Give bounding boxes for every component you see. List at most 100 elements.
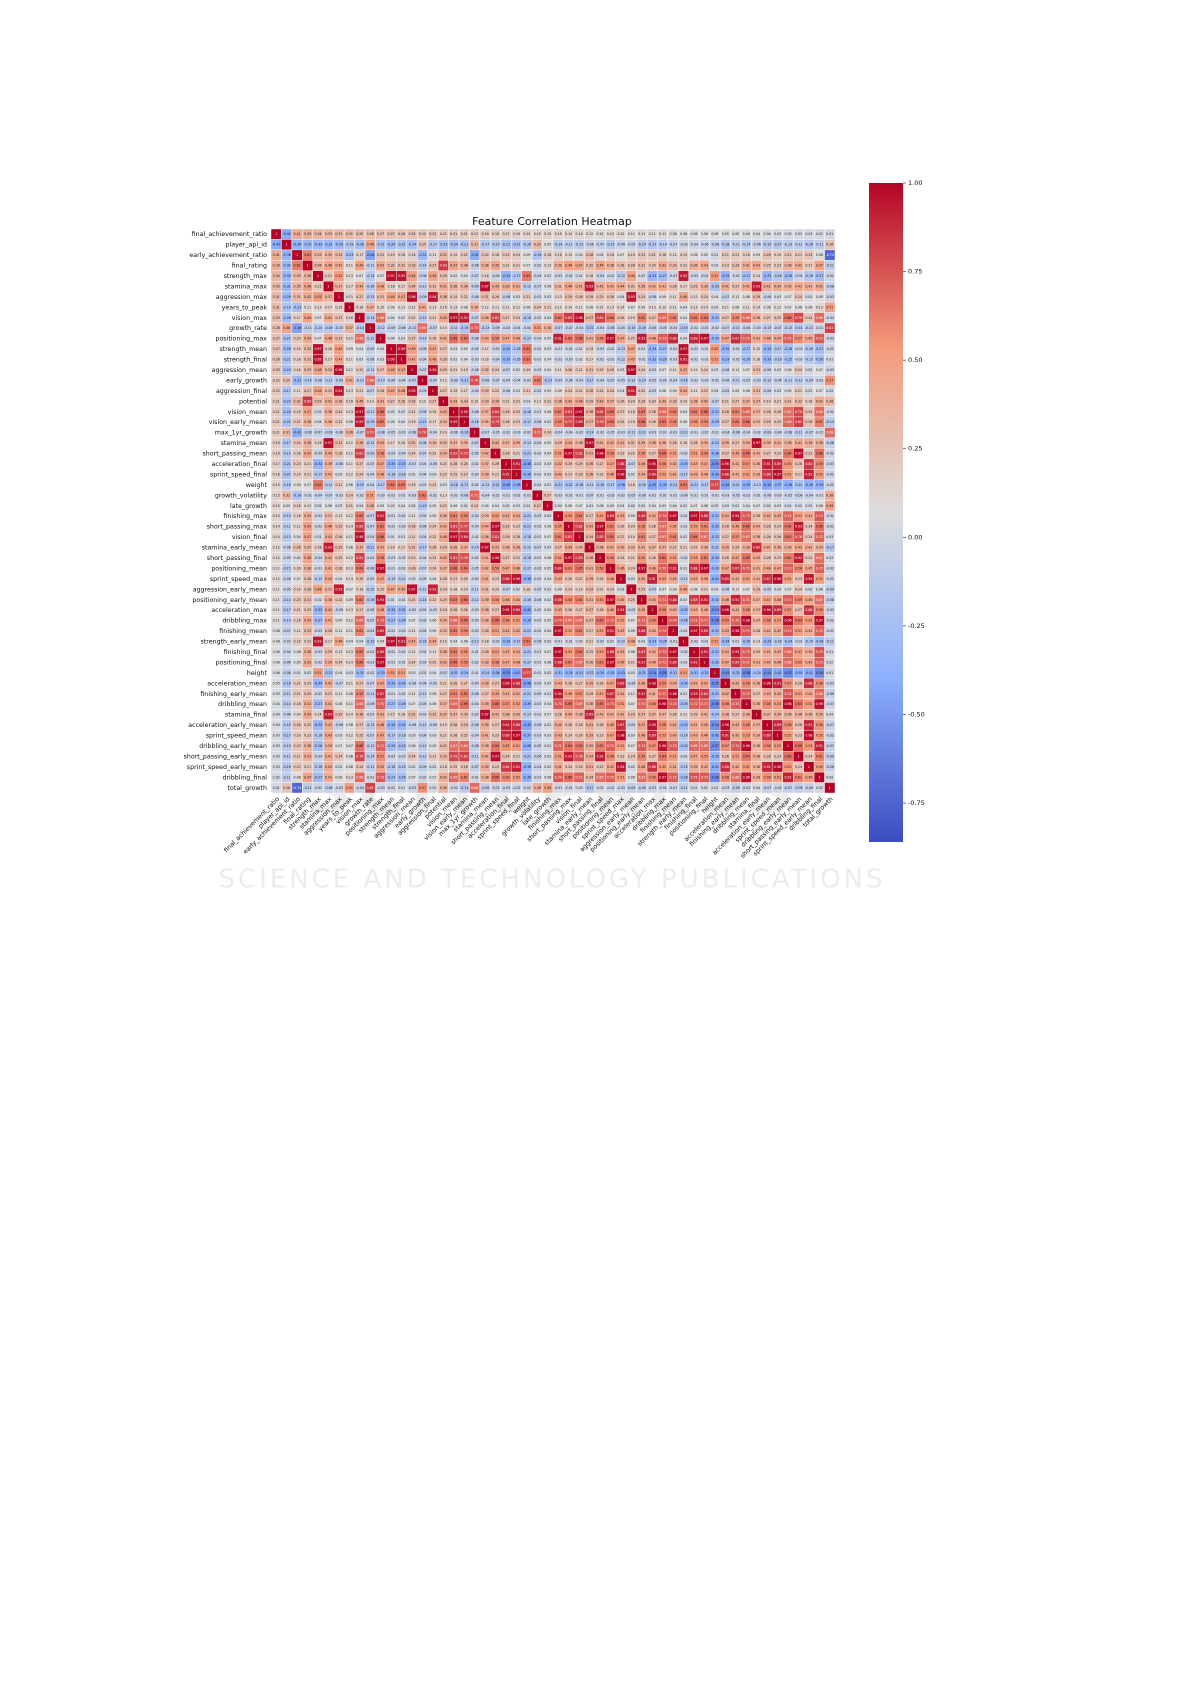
cell-label: 0.24 [335, 598, 342, 602]
cell-label: 0.61 [701, 525, 708, 529]
cell-label: -0.05 [366, 577, 374, 581]
cell-label: 0.31 [325, 389, 332, 393]
cell-label: 0.38 [304, 420, 311, 424]
cell-label: -0.18 [450, 483, 458, 487]
cell-label: 0.91 [774, 681, 781, 685]
cell-label: 0.37 [440, 566, 447, 570]
cell-label: 0.27 [356, 295, 363, 299]
cell-label: -0.31 [293, 378, 301, 382]
cell-label: 0.43 [774, 650, 781, 654]
cell-label: 0.29 [586, 399, 593, 403]
cell-label: 0.98 [649, 681, 656, 685]
cell-label: 0.22 [429, 535, 436, 539]
cell-label: 0.23 [774, 264, 781, 268]
cell-label: -0.17 [512, 640, 520, 644]
cell-label: 0.55 [638, 556, 645, 560]
cell-label: 0.88 [513, 681, 520, 685]
cell-label: 0.07 [523, 264, 530, 268]
cell-label: 0.69 [450, 702, 457, 706]
cell-label: -0.11 [450, 326, 458, 330]
cell-label: 0.19 [440, 640, 447, 644]
cell-label: -0.04 [366, 629, 374, 633]
cell-label: -0.17 [460, 483, 468, 487]
cell-label: 0.03 [377, 358, 384, 362]
cell-label: -0.01 [690, 493, 698, 497]
cell-label: -0.18 [387, 472, 395, 476]
cell-label: 0.37 [335, 284, 342, 288]
cell-label: 0.43 [617, 629, 624, 633]
cell-label: 0.64 [690, 535, 697, 539]
cell-label: 0.28 [649, 410, 656, 414]
cell-label: 0.06 [544, 556, 551, 560]
cell-label: 0.33 [304, 629, 311, 633]
cell-label: -0.04 [669, 326, 677, 330]
cell-label: 0.43 [440, 556, 447, 560]
cell-label: -0.04 [471, 514, 479, 518]
cell-label: 0.46 [576, 399, 583, 403]
cell-label: 0.46 [314, 389, 321, 393]
cell-label: 0.72 [659, 692, 666, 696]
cell-label: 0.39 [325, 462, 332, 466]
cell-label: -0.14 [554, 243, 562, 247]
cell-label: -0.03 [366, 462, 374, 466]
cell-label: -0.16 [679, 378, 687, 382]
cell-label: -0.34 [679, 462, 687, 466]
cell-label: -0.13 [418, 337, 426, 341]
cell-label: -0.21 [366, 546, 374, 550]
cell-label: 0.11 [649, 232, 656, 236]
cell-label: -0.06 [565, 378, 573, 382]
cell-label: 0.86 [805, 608, 812, 612]
cell-label: 0.73 [471, 326, 478, 330]
cell-label: -0.08 [418, 441, 426, 445]
cell-label: 0.05 [544, 441, 551, 445]
cell-label: 0.66 [743, 420, 750, 424]
cell-label: 0.08 [461, 305, 468, 309]
cell-label: 0.41 [607, 284, 614, 288]
cell-label: 0.81 [826, 326, 833, 330]
cell-label: 0.11 [398, 305, 405, 309]
cell-label: 0.21 [523, 389, 530, 393]
cell-label: -0.12 [617, 274, 625, 278]
cell-label: 0.24 [638, 295, 645, 299]
cell-label: 0.52 [555, 452, 562, 456]
cell-label: 0.41 [805, 284, 812, 288]
cell-label: 0.97 [388, 274, 395, 278]
cell-label: 0.91 [701, 650, 708, 654]
cell-label: 0.12 [273, 546, 280, 550]
cell-label: 0.82 [795, 420, 802, 424]
cell-label: 0.26 [805, 420, 812, 424]
cell-label: 0.37 [753, 608, 760, 612]
cell-label: 0.36 [576, 441, 583, 445]
cell-label: 1 [474, 431, 476, 435]
cell-label: 0.27 [429, 399, 436, 403]
cell-label: 0.42 [722, 692, 729, 696]
cell-label: -0.08 [283, 671, 291, 675]
cell-label: -0.08 [460, 493, 468, 497]
cell-label: -0.05 [533, 587, 541, 591]
cell-label: 0.73 [377, 619, 384, 623]
cell-label: 0.73 [659, 337, 666, 341]
cell-label: 0.83 [304, 399, 311, 403]
cell-label: 0.01 [680, 692, 687, 696]
cell-label: 0.09 [388, 305, 395, 309]
cell-label: 0.21 [273, 399, 280, 403]
cell-label: -0.12 [784, 326, 792, 330]
cell-label: -0.02 [711, 378, 719, 382]
cell-label: -0.05 [491, 431, 499, 435]
cell-label: 0.52 [816, 472, 823, 476]
cell-label: 0.08 [680, 232, 687, 236]
cell-label: -0.02 [387, 493, 395, 497]
cell-label: -0.18 [283, 681, 291, 685]
cell-label: -0.21 [283, 472, 291, 476]
cell-label: -0.12 [794, 378, 802, 382]
cell-label: 0.27 [544, 493, 551, 497]
cell-label: -0.07 [408, 462, 416, 466]
cell-label: -0.01 [679, 629, 687, 633]
cell-label: 0.01 [732, 504, 739, 508]
cell-label: -0.14 [826, 420, 834, 424]
cell-label: 0.04 [555, 504, 562, 508]
cell-label: 0.75 [816, 650, 823, 654]
cell-label: -0.12 [356, 378, 364, 382]
cell-label: -0.26 [659, 640, 667, 644]
cell-label: -0.03 [826, 608, 834, 612]
